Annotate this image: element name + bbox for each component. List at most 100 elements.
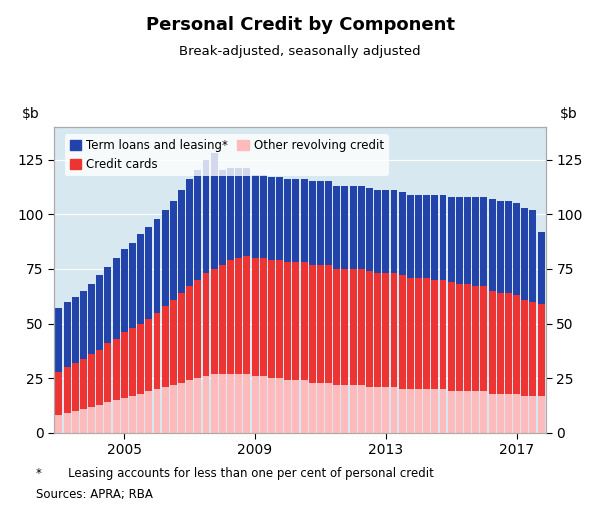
Bar — [64, 301, 71, 367]
Bar — [456, 284, 463, 391]
Bar — [398, 276, 406, 389]
Bar — [350, 269, 356, 385]
Bar — [194, 171, 202, 280]
Bar — [186, 286, 193, 381]
Bar — [472, 391, 479, 433]
Bar — [251, 376, 259, 433]
Bar — [341, 269, 349, 385]
Bar — [505, 201, 512, 293]
Bar — [203, 159, 209, 274]
Bar — [366, 271, 373, 387]
Bar — [431, 280, 439, 389]
Bar — [358, 269, 365, 385]
Bar — [72, 411, 79, 433]
Bar — [407, 389, 414, 433]
Bar — [251, 175, 259, 258]
Bar — [350, 186, 356, 269]
Bar — [325, 182, 332, 265]
Bar — [488, 393, 496, 433]
Bar — [513, 393, 520, 433]
Bar — [55, 372, 62, 416]
Bar — [178, 293, 185, 383]
Bar — [529, 301, 536, 396]
Bar — [529, 210, 536, 301]
Bar — [244, 168, 250, 256]
Bar — [374, 387, 381, 433]
Bar — [284, 262, 291, 381]
Bar — [440, 194, 446, 280]
Bar — [529, 396, 536, 433]
Bar — [292, 262, 299, 381]
Legend: Term loans and leasing*, Credit cards, Other revolving credit: Term loans and leasing*, Credit cards, O… — [65, 134, 389, 175]
Bar — [374, 190, 381, 274]
Bar — [448, 282, 455, 391]
Bar — [521, 208, 528, 299]
Bar — [154, 389, 160, 433]
Bar — [464, 391, 471, 433]
Bar — [301, 262, 308, 381]
Bar — [398, 192, 406, 276]
Bar — [96, 276, 103, 350]
Bar — [260, 376, 266, 433]
Bar — [334, 385, 340, 433]
Bar — [129, 243, 136, 328]
Bar — [170, 299, 177, 385]
Bar — [301, 381, 308, 433]
Bar — [137, 393, 144, 433]
Bar — [382, 387, 389, 433]
Bar — [121, 398, 128, 433]
Bar — [64, 413, 71, 433]
Bar — [113, 339, 119, 400]
Bar — [121, 249, 128, 332]
Bar — [284, 381, 291, 433]
Bar — [481, 197, 487, 286]
Bar — [398, 389, 406, 433]
Bar — [513, 203, 520, 295]
Bar — [113, 258, 119, 339]
Bar — [170, 385, 177, 433]
Text: *       Leasing accounts for less than one per cent of personal credit: * Leasing accounts for less than one per… — [36, 467, 434, 480]
Bar — [431, 389, 439, 433]
Bar — [423, 389, 430, 433]
Bar — [497, 293, 504, 393]
Bar — [104, 343, 112, 402]
Bar — [505, 393, 512, 433]
Bar — [440, 389, 446, 433]
Bar — [415, 389, 422, 433]
Bar — [309, 383, 316, 433]
Bar — [538, 396, 545, 433]
Bar — [464, 197, 471, 284]
Bar — [96, 404, 103, 433]
Bar — [145, 319, 152, 391]
Bar — [211, 374, 218, 433]
Bar — [497, 393, 504, 433]
Text: Sources: APRA; RBA: Sources: APRA; RBA — [36, 488, 153, 502]
Bar — [194, 378, 202, 433]
Bar — [88, 407, 95, 433]
Bar — [488, 291, 496, 393]
Bar — [227, 168, 234, 260]
Bar — [64, 367, 71, 413]
Bar — [423, 278, 430, 389]
Bar — [301, 179, 308, 262]
Bar — [137, 234, 144, 324]
Bar — [276, 177, 283, 260]
Bar — [219, 374, 226, 433]
Bar — [219, 171, 226, 265]
Bar — [211, 153, 218, 269]
Bar — [391, 190, 397, 274]
Bar — [203, 376, 209, 433]
Bar — [268, 378, 275, 433]
Bar — [391, 387, 397, 433]
Bar — [415, 194, 422, 278]
Bar — [276, 378, 283, 433]
Bar — [88, 284, 95, 354]
Bar — [309, 182, 316, 265]
Bar — [391, 274, 397, 387]
Bar — [292, 381, 299, 433]
Bar — [268, 260, 275, 378]
Bar — [440, 280, 446, 389]
Bar — [456, 391, 463, 433]
Bar — [448, 197, 455, 282]
Bar — [317, 265, 324, 383]
